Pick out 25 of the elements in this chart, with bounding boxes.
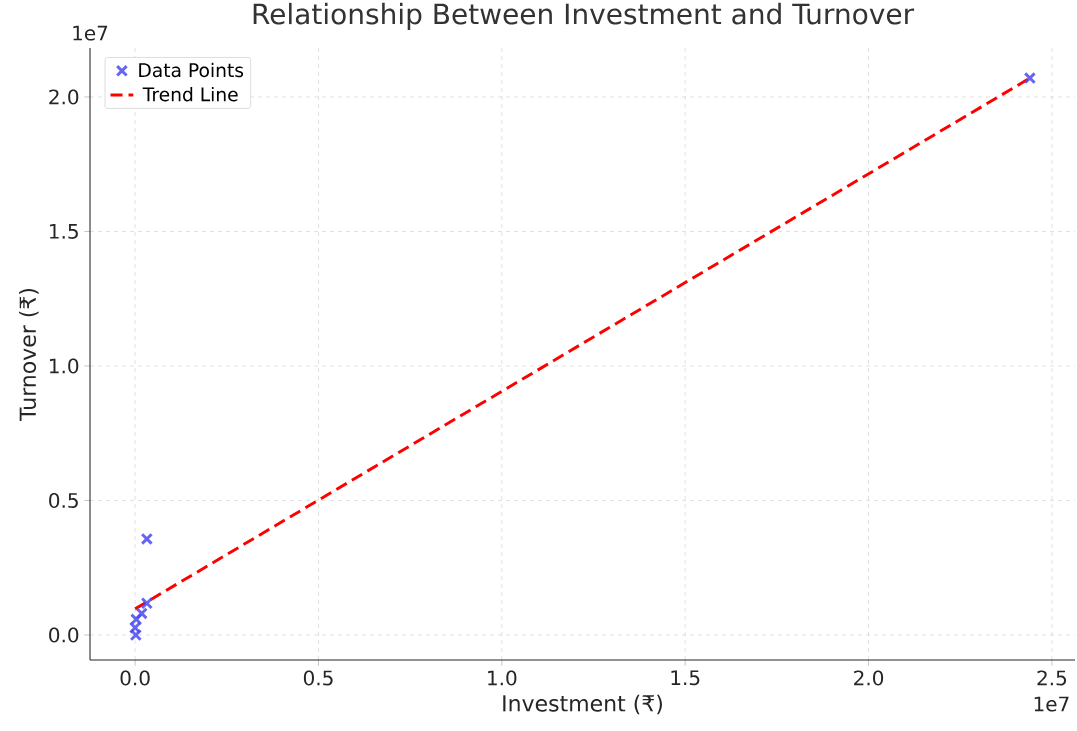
point <box>140 532 154 546</box>
x-tick-label: 0.0 <box>120 670 150 686</box>
x-axis-title: Investment (₹) <box>503 694 662 715</box>
y-tick-label: 2.0 <box>49 89 79 105</box>
point <box>129 628 143 642</box>
y-tick-label: 0.0 <box>49 627 79 643</box>
y-axis-title: Turnover (₹) <box>19 288 39 421</box>
x-tick-label: 1.0 <box>488 670 517 686</box>
x-tick-label: 2.0 <box>854 670 884 686</box>
point <box>1023 71 1037 85</box>
chart-title: Relationship Between Investment and Turnover <box>253 2 915 30</box>
x-tick-label: 2.5 <box>1037 670 1067 686</box>
text: 1e7 <box>73 25 108 41</box>
point <box>130 613 143 626</box>
point <box>135 607 148 620</box>
point <box>140 597 154 610</box>
y-tick-label: 1.5 <box>50 224 78 239</box>
x-tick-label: 1.5 <box>671 670 700 686</box>
y-tick-label: 1.0 <box>50 358 79 374</box>
x-tick-label: 0.5 <box>303 670 333 686</box>
legend-label: Data Points <box>139 62 244 78</box>
legend-label: Trend Line <box>142 86 238 102</box>
y-tick-label: 0.5 <box>49 492 78 509</box>
point <box>128 621 142 634</box>
text: 1e7 <box>1034 696 1069 712</box>
